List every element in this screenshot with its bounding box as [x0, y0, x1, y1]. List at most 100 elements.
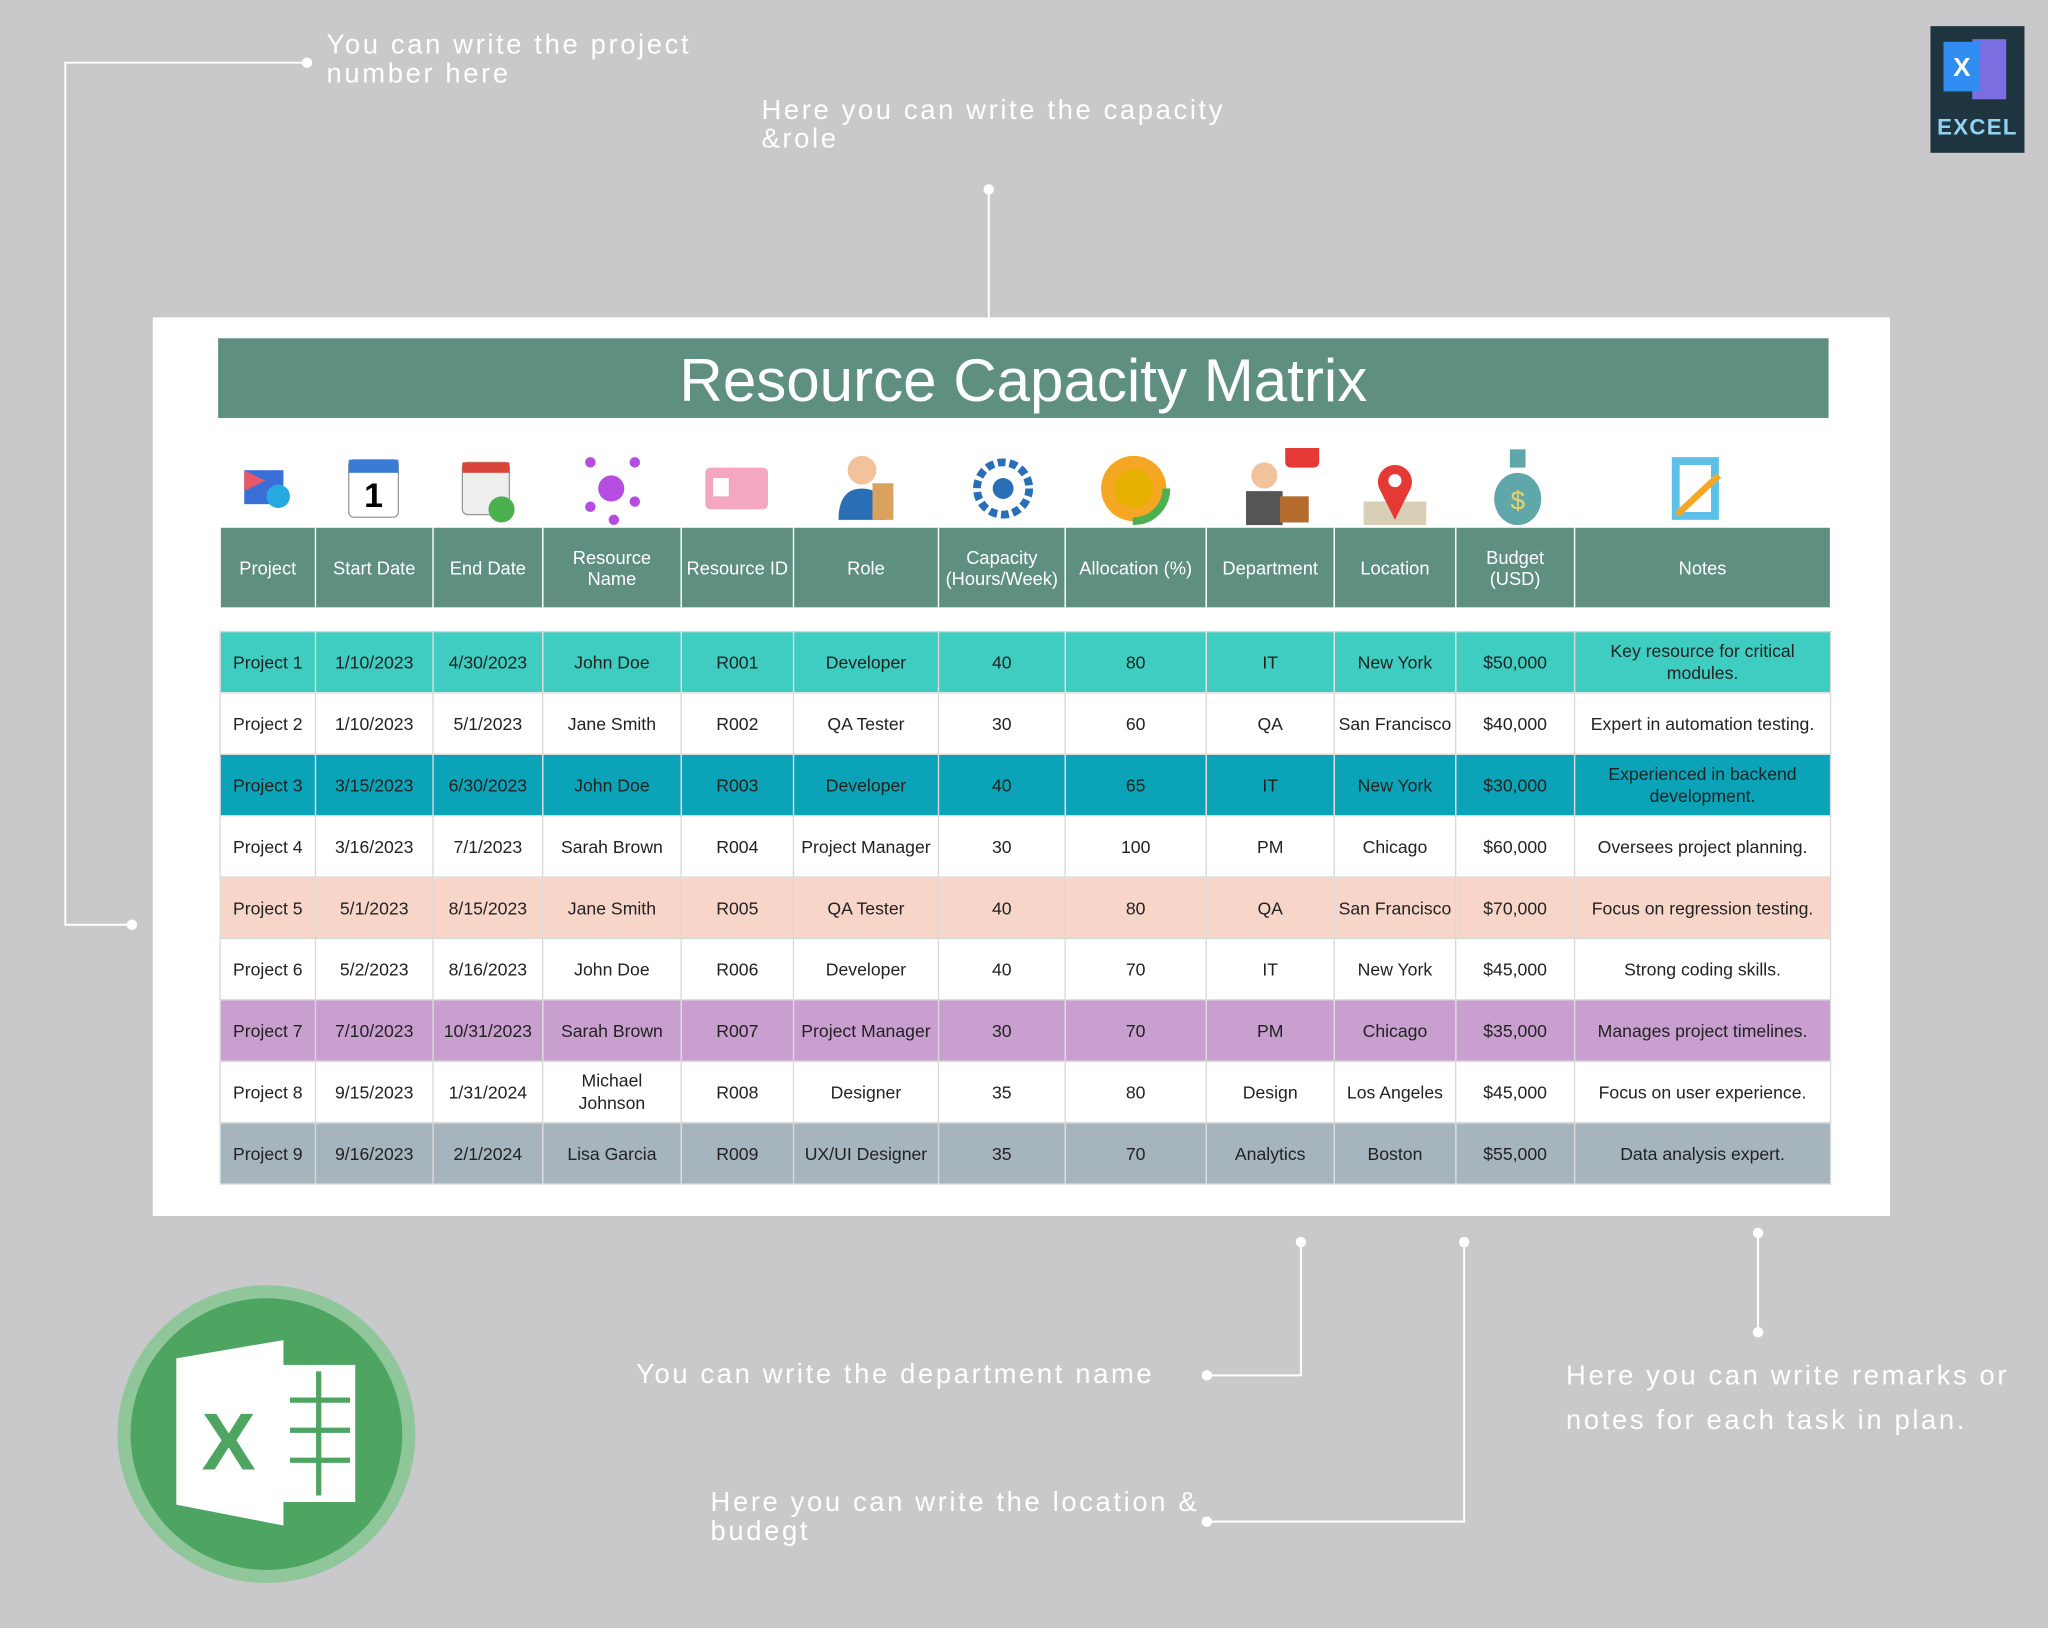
- table-row: Project 9 9/16/2023 2/1/2024 Lisa Garcia R00…: [219, 1121, 1832, 1185]
- table-cell: 8/16/2023: [432, 937, 544, 1001]
- table-cell: Project Manager: [792, 815, 940, 878]
- table-cell: $70,000: [1455, 876, 1576, 940]
- table-cell: IT: [1205, 630, 1335, 694]
- table-cell: Jane Smith: [542, 876, 682, 940]
- table-cell: UX/UI Designer: [792, 1121, 940, 1185]
- table-row: Project 1 1/10/2023 4/30/2023 John Doe R001 D…: [219, 630, 1832, 694]
- table-cell: Sarah Brown: [542, 815, 682, 878]
- table-cell: 1/10/2023: [314, 692, 434, 755]
- table-row: Project 4 3/16/2023 7/1/2023 Sarah Brown R00…: [219, 815, 1832, 878]
- table-cell: Data analysis expert.: [1573, 1121, 1832, 1185]
- table-cell: Project 7: [219, 999, 317, 1062]
- table-cell: $50,000: [1455, 630, 1576, 694]
- table-cell: 40: [937, 937, 1066, 1001]
- svg-text:X: X: [1953, 52, 1971, 82]
- table-cell: 10/31/2023: [432, 999, 544, 1062]
- table-cell: 65: [1064, 753, 1207, 817]
- table-cell: Project 8: [219, 1060, 317, 1124]
- table-cell: $45,000: [1455, 1060, 1576, 1124]
- table-cell: Lisa Garcia: [542, 1121, 682, 1185]
- svg-text:1: 1: [364, 477, 383, 515]
- table-cell: QA: [1205, 876, 1335, 940]
- table-cell: Boston: [1333, 1121, 1457, 1185]
- table-cell: 40: [937, 753, 1066, 817]
- table-row: Project 5 5/1/2023 8/15/2023 Jane Smith R005…: [219, 876, 1832, 940]
- excel-badge-icon: X: [1930, 26, 2025, 153]
- table-row: Project 8 9/15/2023 1/31/2024 Michael Johns…: [219, 1060, 1832, 1124]
- table-cell: 5/2/2023: [314, 937, 434, 1001]
- column-header: Allocation (%): [1064, 526, 1207, 609]
- table-cell: Analytics: [1205, 1121, 1335, 1185]
- column-header: Role: [792, 526, 940, 609]
- column-header: Resource Name: [542, 526, 682, 609]
- table-cell: 7/1/2023: [432, 815, 544, 878]
- annotation: Here you can write the capacity &role: [761, 95, 1226, 155]
- table-cell: 1/31/2024: [432, 1060, 544, 1124]
- table-cell: New York: [1333, 630, 1457, 694]
- table-cell: $40,000: [1455, 692, 1576, 755]
- table-cell: Project 2: [219, 692, 317, 755]
- table-cell: 5/1/2023: [432, 692, 544, 755]
- table-cell: 2/1/2024: [432, 1121, 544, 1185]
- table-cell: 30: [937, 999, 1066, 1062]
- table-cell: New York: [1333, 937, 1457, 1001]
- svg-text:X: X: [202, 1397, 256, 1487]
- table-cell: Los Angeles: [1333, 1060, 1457, 1124]
- annotation: You can write the department name: [636, 1359, 1155, 1390]
- table-cell: 3/16/2023: [314, 815, 434, 878]
- table-cell: R002: [680, 692, 795, 755]
- table-cell: 1/10/2023: [314, 630, 434, 694]
- column-header: Department: [1205, 526, 1335, 609]
- table-cell: 4/30/2023: [432, 630, 544, 694]
- table-cell: 35: [937, 1121, 1066, 1185]
- column-header: Resource ID: [680, 526, 795, 609]
- table-cell: IT: [1205, 937, 1335, 1001]
- table-cell: Experienced in backend development.: [1573, 753, 1832, 817]
- table-cell: IT: [1205, 753, 1335, 817]
- header-icons: 1 $: [244, 447, 1722, 526]
- column-header: Start Date: [314, 526, 434, 609]
- table-cell: 80: [1064, 876, 1207, 940]
- table-cell: 40: [937, 876, 1066, 940]
- table-cell: 3/15/2023: [314, 753, 434, 817]
- table-cell: Project 3: [219, 753, 317, 817]
- table-cell: R007: [680, 999, 795, 1062]
- table-cell: New York: [1333, 753, 1457, 817]
- table-cell: R001: [680, 630, 795, 694]
- table-cell: Oversees project planning.: [1573, 815, 1832, 878]
- table-cell: Focus on user experience.: [1573, 1060, 1832, 1124]
- table-cell: 35: [937, 1060, 1066, 1124]
- table-cell: John Doe: [542, 753, 682, 817]
- table-cell: R003: [680, 753, 795, 817]
- svg-text:$: $: [1510, 485, 1525, 515]
- annotation: You can write the project number here: [326, 30, 692, 89]
- table-cell: 60: [1064, 692, 1207, 755]
- table-cell: 70: [1064, 937, 1207, 1001]
- annotation: Here you can write the location & budegt: [710, 1487, 1200, 1547]
- badge-label: EXCEL: [1937, 114, 2018, 140]
- table-cell: Expert in automation testing.: [1573, 692, 1832, 755]
- table-cell: PM: [1205, 999, 1335, 1062]
- table-cell: R004: [680, 815, 795, 878]
- table-cell: 7/10/2023: [314, 999, 434, 1062]
- table-row: Project 6 5/2/2023 8/16/2023 John Doe R006 De…: [219, 937, 1832, 1001]
- table-cell: Project 5: [219, 876, 317, 940]
- table-row: Project 2 1/10/2023 5/1/2023 Jane Smith R002…: [219, 692, 1832, 755]
- table-cell: Manages project timelines.: [1573, 999, 1832, 1062]
- table-cell: Project 1: [219, 630, 317, 694]
- table-cell: $55,000: [1455, 1121, 1576, 1185]
- table-cell: 8/15/2023: [432, 876, 544, 940]
- table-cell: Chicago: [1333, 999, 1457, 1062]
- matrix-table: Project Start Date End Date Resource Name Re…: [219, 526, 1832, 1185]
- table-cell: Project Manager: [792, 999, 940, 1062]
- table-cell: Focus on regression testing.: [1573, 876, 1832, 940]
- table-cell: QA Tester: [792, 692, 940, 755]
- table-cell: QA Tester: [792, 876, 940, 940]
- table-cell: Developer: [792, 753, 940, 817]
- table-cell: R006: [680, 937, 795, 1001]
- column-header: Project: [219, 526, 317, 609]
- table-cell: 30: [937, 815, 1066, 878]
- table-cell: 80: [1064, 630, 1207, 694]
